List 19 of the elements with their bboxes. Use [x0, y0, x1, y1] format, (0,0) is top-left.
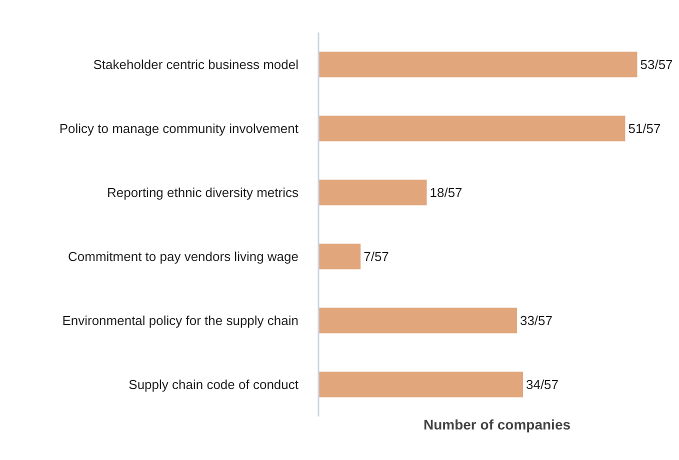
data-label: 18/57	[430, 185, 462, 200]
y-tick-label: Policy to manage community involvement	[59, 121, 299, 136]
y-tick-label: Environmental policy for the supply chain	[62, 313, 299, 328]
bar	[318, 372, 523, 398]
data-label: 33/57	[520, 313, 553, 328]
data-label: 53/57	[640, 57, 673, 72]
y-tick-label: Stakeholder centric business model	[93, 57, 299, 72]
bar	[318, 116, 626, 142]
data-label: 51/57	[628, 121, 661, 136]
data-label: 7/57	[364, 249, 389, 264]
y-tick-label: Supply chain code of conduct	[128, 377, 299, 392]
bar	[318, 180, 427, 206]
bar	[318, 308, 517, 334]
bar	[318, 52, 638, 78]
y-tick-label: Commitment to pay vendors living wage	[68, 249, 299, 264]
x-axis-title: Number of companies	[423, 416, 571, 432]
bar	[318, 244, 361, 270]
data-label: 34/57	[526, 377, 559, 392]
y-tick-label: Reporting ethnic diversity metrics	[107, 185, 299, 200]
